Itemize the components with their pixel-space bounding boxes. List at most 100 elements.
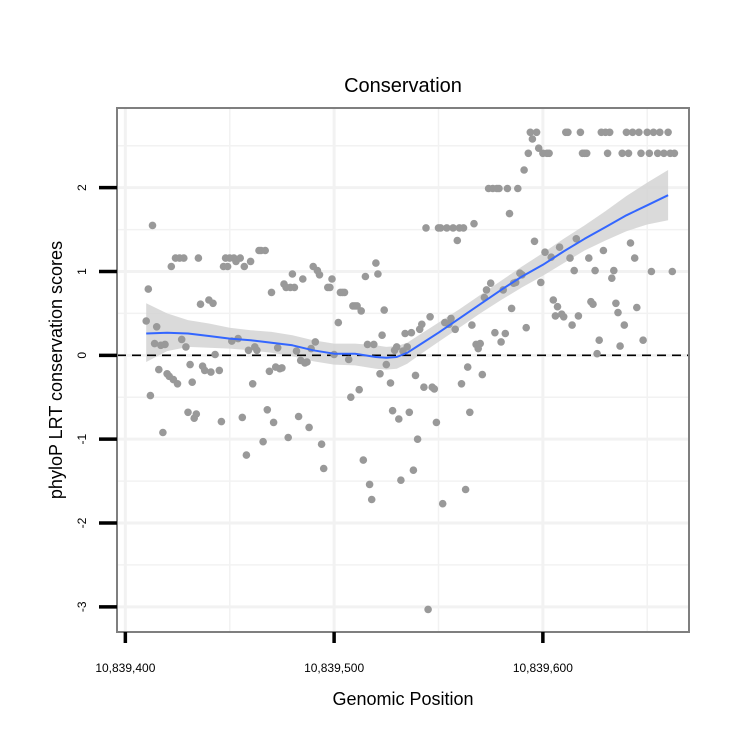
data-point bbox=[355, 385, 364, 394]
data-point bbox=[534, 144, 543, 152]
data-point bbox=[647, 267, 656, 276]
data-point bbox=[200, 366, 209, 375]
data-point bbox=[608, 274, 616, 283]
data-point bbox=[591, 266, 599, 275]
data-point bbox=[290, 283, 299, 292]
data-point bbox=[432, 418, 441, 427]
data-point bbox=[524, 149, 533, 158]
data-point bbox=[211, 350, 219, 359]
data-point bbox=[315, 271, 324, 279]
data-point bbox=[278, 364, 286, 372]
data-point bbox=[142, 317, 150, 325]
data-points bbox=[142, 128, 679, 614]
data-point bbox=[188, 378, 196, 387]
data-point bbox=[207, 368, 215, 376]
data-point bbox=[403, 343, 412, 351]
data-point bbox=[240, 262, 249, 271]
data-point bbox=[209, 299, 217, 308]
y-tick-label: 1 bbox=[75, 268, 89, 275]
x-tick-label: 10,839,600 bbox=[513, 661, 573, 675]
data-point bbox=[363, 340, 372, 349]
data-point bbox=[537, 278, 545, 287]
data-point bbox=[453, 236, 462, 245]
data-point bbox=[388, 406, 397, 415]
data-point bbox=[407, 328, 416, 337]
data-point bbox=[478, 370, 487, 379]
data-point bbox=[476, 339, 485, 348]
data-point bbox=[184, 408, 192, 417]
data-point bbox=[495, 184, 503, 193]
data-point bbox=[353, 302, 361, 310]
data-point bbox=[637, 149, 645, 158]
data-point bbox=[223, 262, 232, 271]
data-point bbox=[248, 380, 257, 388]
data-point bbox=[670, 149, 679, 158]
y-axis-title: phyloP LRT conservation scores bbox=[46, 241, 66, 499]
data-point bbox=[311, 338, 320, 346]
data-point bbox=[572, 235, 581, 243]
data-point bbox=[643, 128, 651, 137]
data-point bbox=[409, 466, 418, 475]
data-point bbox=[553, 302, 562, 311]
x-tick-label: 10,839,400 bbox=[95, 661, 155, 675]
data-point bbox=[186, 360, 194, 369]
data-point bbox=[507, 304, 516, 313]
data-point bbox=[612, 299, 620, 308]
data-point bbox=[299, 275, 307, 283]
data-point bbox=[610, 266, 618, 275]
data-point bbox=[449, 224, 457, 232]
data-point bbox=[361, 272, 370, 281]
data-point bbox=[357, 307, 366, 315]
chart-title: Conservation bbox=[344, 75, 462, 97]
data-point bbox=[146, 391, 155, 400]
data-point bbox=[194, 254, 203, 262]
data-point bbox=[451, 325, 460, 334]
data-point bbox=[378, 331, 386, 340]
data-point bbox=[236, 254, 244, 262]
data-point bbox=[528, 135, 537, 143]
data-point bbox=[463, 363, 472, 371]
data-point bbox=[486, 279, 495, 288]
data-point bbox=[150, 339, 159, 348]
data-point bbox=[161, 340, 169, 349]
data-point bbox=[148, 221, 157, 230]
data-point bbox=[395, 415, 403, 423]
data-point bbox=[159, 428, 167, 437]
data-point bbox=[545, 149, 553, 158]
data-point bbox=[246, 257, 255, 266]
data-point bbox=[438, 499, 447, 508]
data-point bbox=[649, 128, 658, 137]
data-point bbox=[466, 408, 474, 417]
data-point bbox=[192, 410, 201, 418]
data-point bbox=[457, 380, 466, 388]
data-point bbox=[555, 243, 564, 251]
smooth-fit-line bbox=[146, 194, 669, 359]
x-tick-label: 10,839,500 bbox=[304, 661, 364, 675]
data-point bbox=[564, 128, 572, 137]
data-point bbox=[491, 328, 499, 337]
data-point bbox=[326, 283, 334, 292]
data-point bbox=[551, 312, 560, 320]
data-point bbox=[430, 385, 439, 393]
data-point bbox=[215, 366, 224, 375]
data-point bbox=[576, 128, 585, 137]
data-point bbox=[635, 128, 643, 137]
data-point bbox=[303, 358, 311, 366]
data-point bbox=[386, 379, 395, 387]
data-point bbox=[317, 440, 326, 449]
data-point bbox=[273, 344, 282, 352]
data-point bbox=[347, 393, 355, 402]
data-point bbox=[447, 314, 455, 323]
data-point bbox=[582, 149, 591, 158]
data-point bbox=[259, 437, 267, 446]
data-point bbox=[616, 342, 624, 350]
data-point bbox=[520, 166, 528, 174]
data-point bbox=[263, 406, 272, 414]
data-point bbox=[645, 149, 654, 158]
data-point bbox=[238, 413, 247, 422]
data-point bbox=[424, 605, 432, 614]
y-tick-label: -2 bbox=[75, 517, 89, 528]
y-axis: -3 -2 -1 0 1 2 bbox=[75, 184, 117, 612]
data-point bbox=[418, 320, 426, 329]
